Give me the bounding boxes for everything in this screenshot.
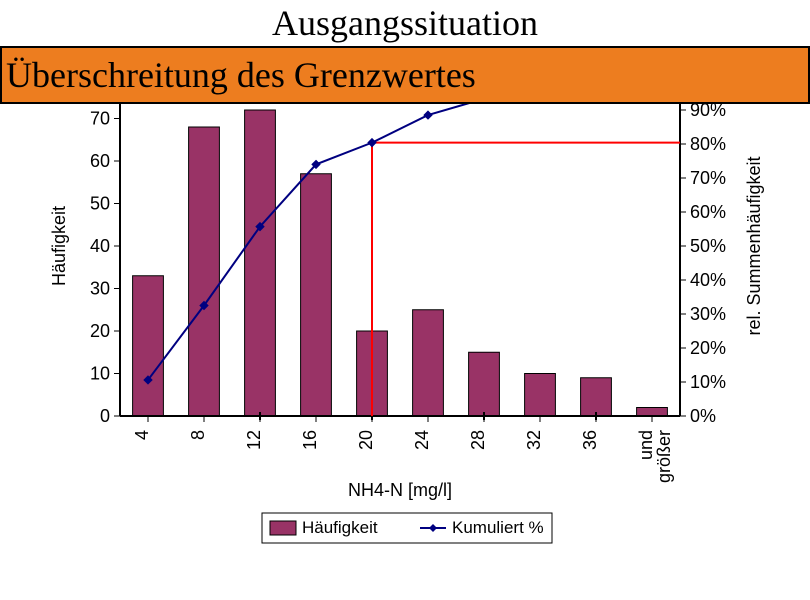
svg-text:60: 60 [90,151,110,171]
svg-text:Häufigkeit: Häufigkeit [49,206,69,286]
svg-text:20: 20 [356,430,376,450]
svg-text:Häufigkeit: Häufigkeit [302,518,378,537]
svg-text:0: 0 [100,406,110,426]
svg-text:10: 10 [90,364,110,384]
svg-text:80%: 80% [690,134,726,154]
svg-text:NH4-N [mg/l]: NH4-N [mg/l] [348,480,452,500]
svg-text:12: 12 [244,430,264,450]
bar [245,110,276,416]
bar [637,408,668,417]
svg-text:50: 50 [90,194,110,214]
svg-text:4: 4 [132,430,152,440]
svg-text:16: 16 [300,430,320,450]
bar [189,127,220,416]
banner-overlay: Überschreitung des Grenzwertes [0,46,810,104]
bar [133,276,164,416]
svg-text:60%: 60% [690,202,726,222]
svg-text:28: 28 [468,430,488,450]
svg-text:0%: 0% [690,406,716,426]
bar-line-chart: 010203040506070800%10%20%30%40%50%60%70%… [40,46,780,586]
svg-text:10%: 10% [690,372,726,392]
svg-text:8: 8 [188,430,208,440]
svg-text:20: 20 [90,321,110,341]
svg-text:24: 24 [412,430,432,450]
svg-text:40: 40 [90,236,110,256]
svg-text:30: 30 [90,279,110,299]
svg-text:70: 70 [90,109,110,129]
svg-text:30%: 30% [690,304,726,324]
svg-text:70%: 70% [690,168,726,188]
bar [469,352,500,416]
svg-text:36: 36 [580,430,600,450]
svg-text:20%: 20% [690,338,726,358]
bar [413,310,444,416]
slide-title: Ausgangssituation [0,0,810,44]
chart-container: 010203040506070800%10%20%30%40%50%60%70%… [40,46,780,586]
svg-text:50%: 50% [690,236,726,256]
bar [581,378,612,416]
svg-text:40%: 40% [690,270,726,290]
svg-text:rel. Summenhäufigkeit: rel. Summenhäufigkeit [744,156,764,335]
bar [525,374,556,417]
svg-text:Kumuliert %: Kumuliert % [452,518,544,537]
svg-text:32: 32 [524,430,544,450]
bar [301,174,332,416]
